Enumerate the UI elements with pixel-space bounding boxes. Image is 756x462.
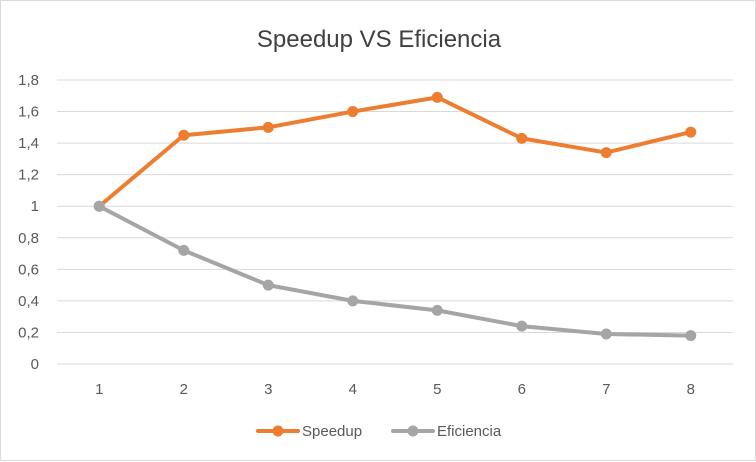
data-point xyxy=(262,121,274,133)
legend-swatch-marker xyxy=(272,425,284,437)
x-tick-label: 3 xyxy=(264,381,272,398)
data-point xyxy=(262,279,274,291)
data-point xyxy=(685,330,697,342)
y-tick-label: 0,6 xyxy=(18,261,39,278)
data-point xyxy=(93,200,105,212)
data-point xyxy=(347,106,359,118)
y-tick-label: 1,2 xyxy=(18,167,39,184)
data-point xyxy=(347,295,359,307)
x-tick-label: 7 xyxy=(602,381,610,398)
y-tick-label: 1 xyxy=(31,198,39,215)
legend-swatch-marker xyxy=(407,425,419,437)
y-axis-ticks: 0 0,2 0,4 0,6 0,8 1 1,2 1,4 1,6 1,8 xyxy=(18,72,39,373)
x-tick-label: 2 xyxy=(180,381,188,398)
data-point xyxy=(178,244,190,256)
legend: Speedup Eficiencia xyxy=(256,423,502,440)
series-layer xyxy=(93,91,697,342)
data-point xyxy=(516,132,528,144)
y-tick-label: 0 xyxy=(31,356,39,373)
y-tick-label: 1,4 xyxy=(18,135,39,152)
data-point xyxy=(431,91,443,103)
x-tick-label: 6 xyxy=(518,381,526,398)
series-eficiencia xyxy=(93,200,697,342)
y-tick-label: 1,8 xyxy=(18,72,39,89)
data-point xyxy=(516,320,528,332)
series-speedup xyxy=(93,91,697,212)
y-tick-label: 1,6 xyxy=(18,104,39,121)
chart-title: Speedup VS Eficiencia xyxy=(257,26,502,53)
x-tick-label: 4 xyxy=(349,381,357,398)
legend-label: Speedup xyxy=(302,423,362,440)
legend-label: Eficiencia xyxy=(437,423,502,440)
data-point xyxy=(178,129,190,141)
data-point xyxy=(600,147,612,159)
gridlines xyxy=(57,79,733,365)
data-point xyxy=(685,126,697,138)
series-line xyxy=(97,204,693,338)
y-tick-label: 0,2 xyxy=(18,324,39,341)
legend-item: Speedup xyxy=(256,423,362,440)
series-line xyxy=(97,95,693,209)
x-tick-label: 5 xyxy=(433,381,441,398)
y-tick-label: 0,4 xyxy=(18,293,39,310)
data-point xyxy=(431,304,443,316)
x-tick-label: 1 xyxy=(95,381,103,398)
legend-item: Eficiencia xyxy=(391,423,502,440)
x-tick-label: 8 xyxy=(687,381,695,398)
x-axis-ticks: 1 2 3 4 5 6 7 8 xyxy=(95,381,695,398)
y-tick-label: 0,8 xyxy=(18,230,39,247)
data-point xyxy=(600,328,612,340)
